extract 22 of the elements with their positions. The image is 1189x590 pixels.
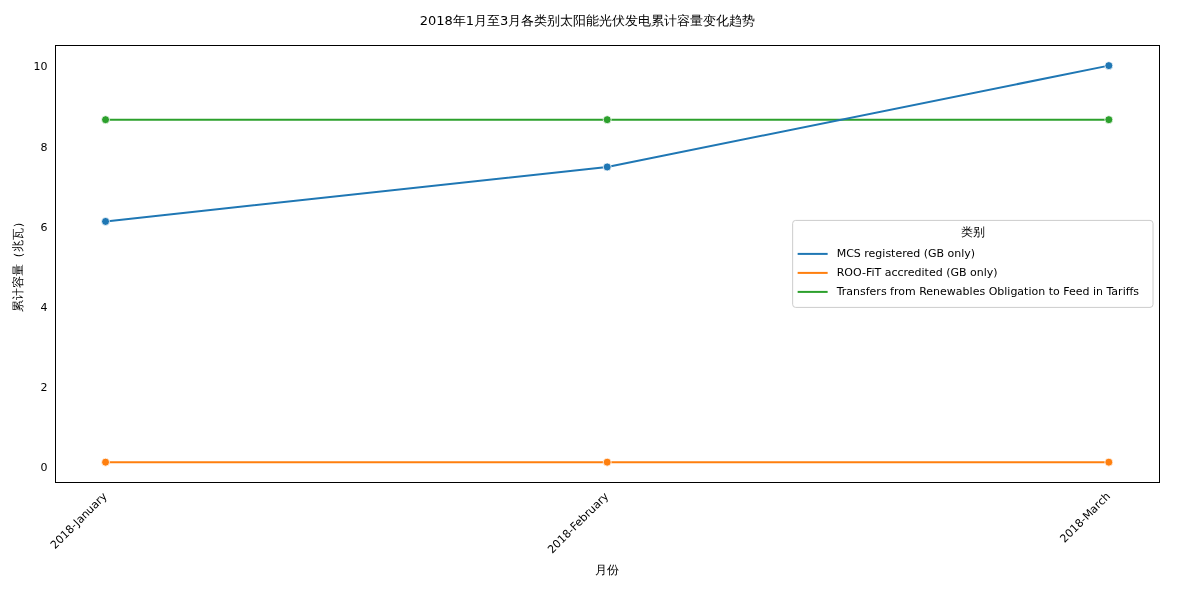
point <box>602 115 612 125</box>
y-tick-label: 2 <box>40 380 48 394</box>
y-tick-label: 4 <box>40 300 48 314</box>
point <box>602 457 612 467</box>
y-tick-label: 10 <box>33 60 48 74</box>
point <box>602 162 612 172</box>
y-tick-label: 6 <box>40 220 48 234</box>
point <box>101 115 110 125</box>
legend-title: 类别 <box>960 224 985 239</box>
point <box>1104 115 1114 125</box>
legend-label: ROO-FiT accredited (GB only) <box>836 265 998 279</box>
x-axis-title: 月份 <box>595 562 620 577</box>
point <box>1104 61 1114 71</box>
point <box>101 457 110 467</box>
y-tick-label: 8 <box>40 140 48 154</box>
chart-title: 2018年1月至3月各类别太阳能光伏发电累计容量变化趋势 <box>419 13 756 29</box>
point <box>101 217 110 226</box>
point <box>1104 457 1114 467</box>
y-axis-title: 累计容量（兆瓦） <box>11 215 26 312</box>
legend-label: MCS registered (GB only) <box>836 246 976 260</box>
legend-label: Transfers from Renewables Obligation to Feed in Tariffs <box>835 284 1140 298</box>
y-tick-label: 0 <box>40 461 48 475</box>
